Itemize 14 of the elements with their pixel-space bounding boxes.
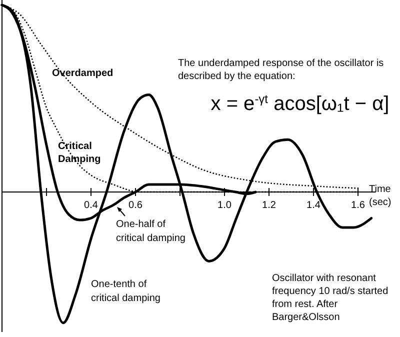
x-tick-label: 1.6: [351, 200, 366, 212]
x-tick-label: 0.4: [84, 200, 98, 212]
legend-label: One-half of critical damping: [116, 219, 186, 244]
annotation: The underdamped response of the oscillator is described by the equation:: [178, 58, 384, 82]
x-axis-title: Time (sec): [369, 184, 392, 208]
series-label: Critical Damping: [58, 141, 101, 165]
annotation: Oscillator with resonant frequency 10 rad/s started from rest. After Barger&Olsson: [272, 273, 388, 323]
x-tick-label: 0.6: [128, 200, 143, 212]
annotation: x = e$^{-γt}$ acos[ω₁t − α]: [210, 92, 390, 115]
x-tick-label: 1.0: [218, 200, 232, 212]
series-label: One-tenth of critical damping: [91, 279, 160, 304]
x-tick-label: 1.2: [262, 200, 276, 212]
x-tick-label: 1.4: [306, 200, 321, 212]
series-label: Overdamped: [52, 68, 114, 79]
